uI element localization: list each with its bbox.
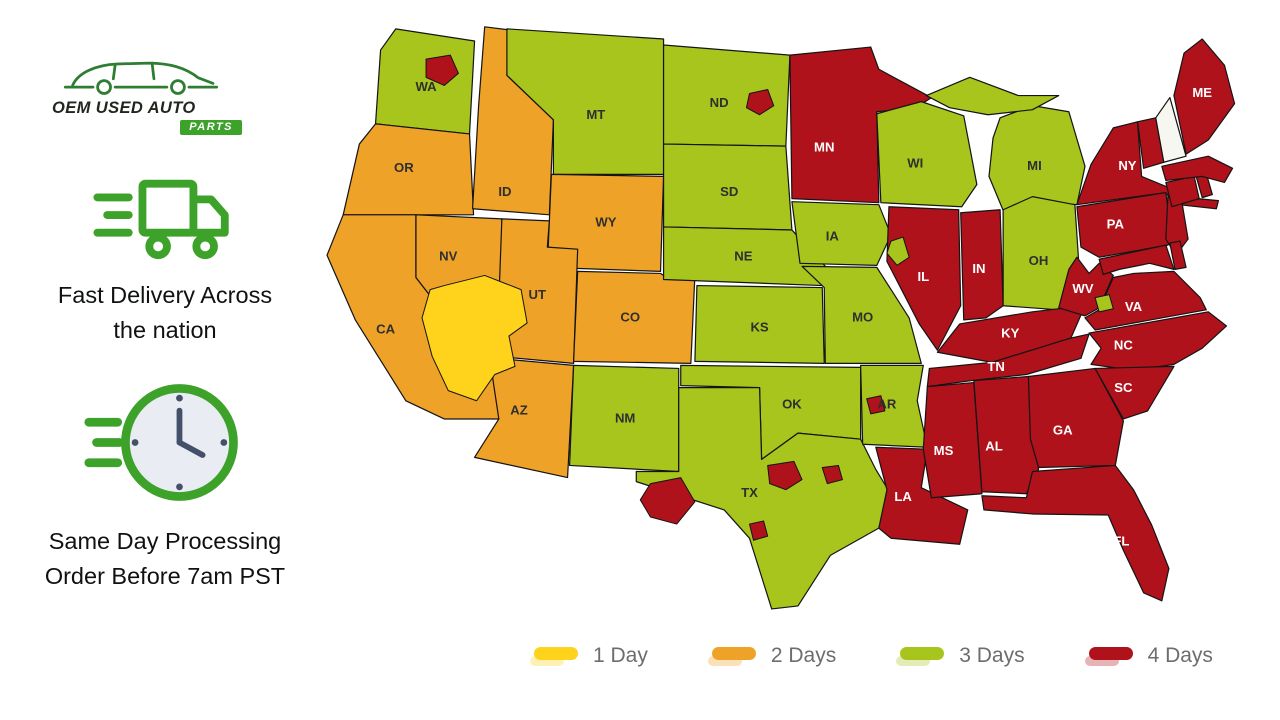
legend-swatch-3-days — [896, 644, 946, 668]
feature-same-day-processing: Same Day Processing Order Before 7am PST — [22, 372, 308, 595]
zone-tx-east — [821, 464, 843, 485]
legend-item-2-days: 2 Days — [707, 644, 837, 668]
state-TX — [635, 387, 894, 610]
state-SC — [1094, 365, 1175, 420]
state-ND — [662, 44, 791, 147]
logo-text: OEM USED AUTO — [52, 99, 196, 117]
state-MS — [922, 381, 983, 499]
state-FL — [981, 464, 1170, 602]
legend-label-3-days: 3 Days — [959, 644, 1025, 667]
legend-label-1-day: 1 Day — [593, 644, 648, 667]
state-ME — [1173, 38, 1236, 155]
legend-label-4-days: 4 Days — [1147, 644, 1213, 667]
feature-fast-delivery-line1: Fast Delivery Across — [57, 282, 273, 308]
feature-processing-line1: Same Day Processing — [48, 528, 282, 554]
zone-southwest-1day — [421, 274, 528, 402]
us-delivery-map: WAORCANVIDMTWYUTCOAZNMNDSDNEKSOKTXMNIAMO… — [326, 26, 1236, 610]
state-OR — [342, 123, 475, 216]
info-panel: OEM USED AUTO PARTS Fast Delivery Across… — [0, 0, 320, 720]
state-NC — [1088, 311, 1228, 372]
legend-item-1-day: 1 Day — [530, 644, 648, 668]
state-NM — [568, 364, 680, 473]
delivery-truck-icon — [93, 179, 229, 260]
zone-tx-west — [639, 477, 696, 525]
zone-nd-metro — [745, 88, 775, 116]
state-IL — [886, 206, 962, 351]
state-DE — [1169, 240, 1187, 270]
state-WA — [374, 28, 476, 135]
zone-tx-north — [767, 460, 803, 491]
legend-label-2-days: 2 Days — [770, 644, 837, 667]
feature-processing-line2: Order Before 7am PST — [44, 563, 286, 590]
zone-wa-metro — [425, 54, 459, 86]
zone-ar-central — [866, 395, 886, 415]
feature-fast-delivery-line2: the nation — [113, 317, 217, 344]
legend-swatch-4-days — [1084, 644, 1135, 668]
feature-same-day-processing-text: Same Day Processing Order Before 7am PST — [45, 524, 285, 595]
state-SD — [662, 143, 793, 231]
legend-item-4-days: 4 Days — [1084, 644, 1213, 668]
state-MD — [1098, 244, 1175, 276]
state-TN — [926, 333, 1090, 388]
legend-item-3-days: 3 Days — [896, 644, 1025, 668]
zone-tx-south — [748, 520, 769, 541]
state-MI — [988, 105, 1086, 214]
delivery-time-legend: 1 Day 2 Days 3 Days 4 Days — [530, 644, 1277, 668]
state-IN — [960, 209, 1004, 321]
brand-logo: OEM USED AUTO PARTS — [52, 52, 242, 136]
state-AR — [860, 364, 928, 448]
state-NY — [1076, 121, 1177, 206]
zone-il-west — [886, 236, 910, 266]
zone-va-west — [1094, 294, 1114, 313]
state-KS — [694, 284, 825, 364]
logo-parts-badge: PARTS — [180, 120, 242, 136]
state-IA — [791, 201, 892, 266]
state-CO — [573, 270, 696, 364]
legend-swatch-1-day — [530, 644, 580, 668]
car-logo-icon — [63, 61, 219, 95]
feature-fast-delivery-text: Fast Delivery Across the nation — [58, 278, 272, 349]
state-NH — [1155, 96, 1187, 163]
state-MA — [1161, 155, 1234, 184]
legend-swatch-2-days — [707, 644, 758, 668]
feature-fast-delivery: Fast Delivery Across the nation — [30, 168, 300, 349]
state-MI — [925, 76, 1060, 116]
processing-clock-icon — [84, 384, 238, 501]
state-MO — [801, 265, 922, 364]
state-WI — [876, 101, 978, 208]
